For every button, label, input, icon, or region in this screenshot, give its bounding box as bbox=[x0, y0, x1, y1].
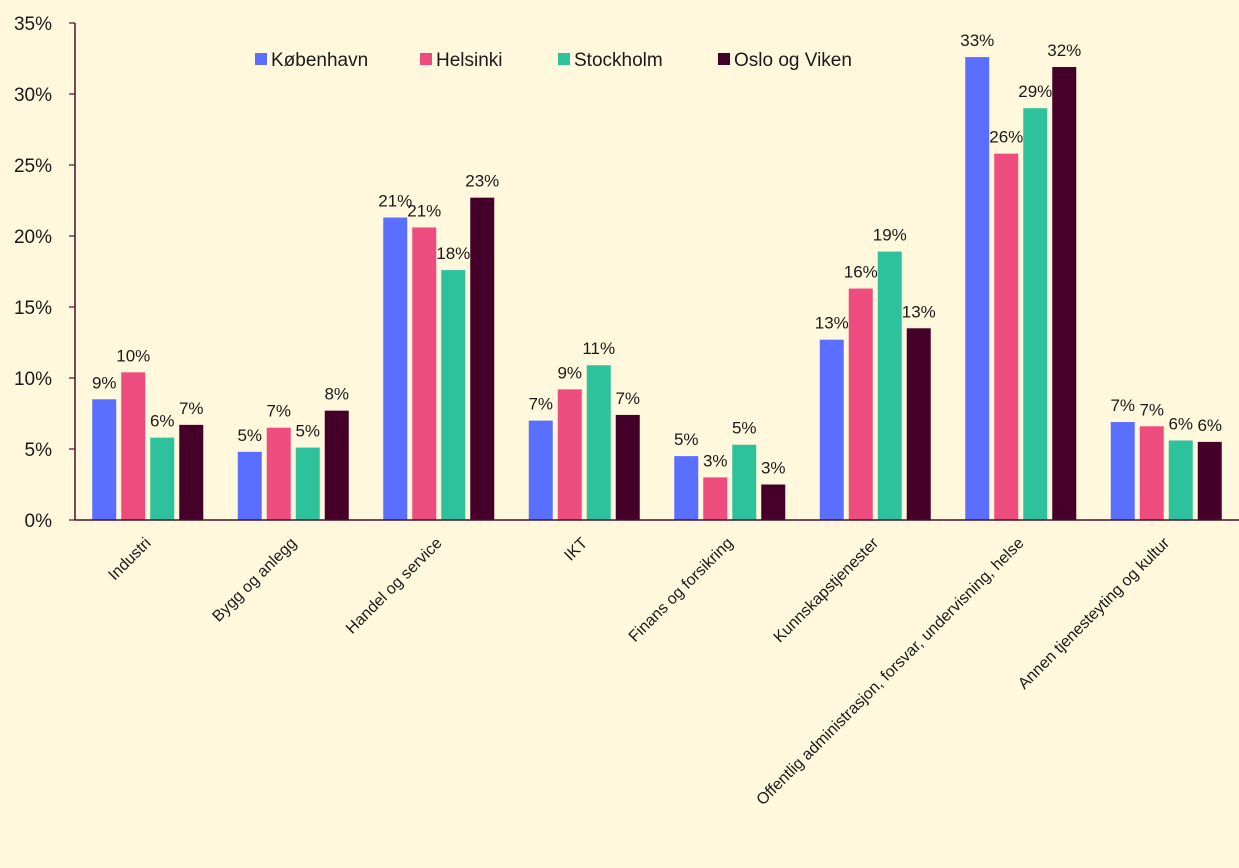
value-label: 26% bbox=[989, 128, 1023, 147]
legend-item-stockholm: Stockholm bbox=[558, 50, 663, 71]
bar-helsinki-ikt bbox=[557, 389, 582, 520]
legend-swatch bbox=[255, 53, 267, 65]
value-label: 13% bbox=[902, 302, 936, 321]
value-label: 7% bbox=[179, 399, 204, 418]
bar-kobenhavn-industri bbox=[92, 399, 117, 520]
x-category-label-annen-tjenesteyting-og-kultur: Annen tjenesteyting og kultur bbox=[1015, 534, 1173, 692]
value-label: 6% bbox=[1197, 416, 1222, 435]
bar-helsinki-bygg-og-anlegg bbox=[266, 427, 291, 520]
legend-label: Stockholm bbox=[574, 50, 663, 71]
y-tick-label: 10% bbox=[14, 369, 52, 390]
value-label: 6% bbox=[1168, 414, 1193, 433]
legend-item-kobenhavn: København bbox=[255, 50, 368, 71]
bar-oslo-og-viken-kunnskapstjenester bbox=[906, 328, 931, 520]
y-tick-label: 35% bbox=[14, 14, 52, 35]
value-label: 7% bbox=[1139, 400, 1164, 419]
bar-kobenhavn-handel-og-service bbox=[383, 217, 408, 521]
value-label: 13% bbox=[815, 314, 849, 333]
x-category-label-bygg-og-anlegg: Bygg og anlegg bbox=[209, 535, 300, 626]
y-tick-label: 20% bbox=[14, 227, 52, 248]
y-tick-label: 15% bbox=[14, 298, 52, 319]
y-tick-label: 30% bbox=[14, 85, 52, 106]
value-label: 5% bbox=[732, 419, 757, 438]
bar-oslo-og-viken-ikt bbox=[615, 414, 640, 520]
bar-stockholm-finans-og-forsikring bbox=[732, 444, 757, 520]
value-label: 21% bbox=[407, 201, 441, 220]
legend-label: København bbox=[271, 50, 368, 71]
value-label: 23% bbox=[465, 172, 499, 191]
bar-kobenhavn-offentlig-administrasjon-forsvar-undervisning-helse bbox=[965, 57, 990, 521]
x-category-label-finans-og-forsikring: Finans og forsikring bbox=[626, 535, 737, 646]
x-category-label-kunnskapstjenester: Kunnskapstjenester bbox=[771, 534, 883, 646]
value-label: 7% bbox=[1110, 396, 1135, 415]
value-label: 10% bbox=[116, 346, 150, 365]
bar-stockholm-ikt bbox=[586, 365, 611, 520]
bar-helsinki-offentlig-administrasjon-forsvar-undervisning-helse bbox=[994, 153, 1019, 520]
value-label: 19% bbox=[873, 226, 907, 245]
x-category-label-ikt: IKT bbox=[561, 535, 591, 565]
value-label: 33% bbox=[960, 31, 994, 50]
value-label: 8% bbox=[324, 385, 349, 404]
value-label: 16% bbox=[844, 263, 878, 282]
bar-kobenhavn-ikt bbox=[528, 420, 553, 520]
value-label: 5% bbox=[674, 430, 699, 449]
bar-oslo-og-viken-offentlig-administrasjon-forsvar-undervisning-helse bbox=[1052, 67, 1077, 521]
bar-oslo-og-viken-industri bbox=[179, 424, 204, 520]
value-label: 29% bbox=[1018, 82, 1052, 101]
bar-helsinki-annen-tjenesteyting-og-kultur bbox=[1139, 426, 1164, 520]
value-label: 6% bbox=[150, 412, 175, 431]
bar-helsinki-finans-og-forsikring bbox=[703, 477, 728, 520]
value-label: 7% bbox=[528, 395, 553, 414]
bar-oslo-og-viken-annen-tjenesteyting-og-kultur bbox=[1197, 441, 1222, 520]
legend-item-helsinki: Helsinki bbox=[420, 50, 503, 71]
bar-stockholm-annen-tjenesteyting-og-kultur bbox=[1168, 440, 1193, 520]
bars bbox=[92, 57, 1222, 521]
y-axis: 0% 5% 10% 15% 20% 25% 30% 35% bbox=[14, 14, 76, 532]
legend-swatch bbox=[718, 53, 730, 65]
legend-swatch bbox=[420, 53, 432, 65]
value-label: 3% bbox=[761, 459, 786, 478]
value-label: 21% bbox=[378, 192, 412, 211]
bar-oslo-og-viken-bygg-og-anlegg bbox=[324, 410, 349, 520]
x-axis: Industri Bygg og anlegg Handel og service I… bbox=[75, 519, 1239, 809]
value-label: 5% bbox=[295, 422, 320, 441]
bar-kobenhavn-bygg-og-anlegg bbox=[237, 451, 262, 520]
value-label: 9% bbox=[557, 363, 582, 382]
legend-label: Oslo og Viken bbox=[734, 50, 852, 71]
bar-kobenhavn-annen-tjenesteyting-og-kultur bbox=[1110, 422, 1135, 520]
bar-kobenhavn-finans-og-forsikring bbox=[674, 456, 699, 520]
bar-stockholm-handel-og-service bbox=[441, 270, 466, 520]
bar-oslo-og-viken-finans-og-forsikring bbox=[761, 484, 786, 520]
x-category-label-handel-og-service: Handel og service bbox=[343, 535, 446, 638]
bar-helsinki-industri bbox=[121, 372, 146, 520]
value-label: 32% bbox=[1047, 41, 1081, 60]
bar-helsinki-kunnskapstjenester bbox=[848, 288, 873, 520]
y-tick-label: 0% bbox=[25, 511, 53, 532]
value-label: 7% bbox=[615, 389, 640, 408]
legend-item-oslo-og-viken: Oslo og Viken bbox=[718, 50, 852, 71]
bar-oslo-og-viken-handel-og-service bbox=[470, 197, 495, 520]
value-label: 3% bbox=[703, 451, 728, 470]
x-category-label-industri: Industri bbox=[105, 535, 154, 584]
bar-stockholm-offentlig-administrasjon-forsvar-undervisning-helse bbox=[1023, 108, 1048, 520]
x-category-label-offentlig-administrasjon-forsvar-undervisning-helse: Offentlig administrasjon, forsvar, under… bbox=[754, 535, 1028, 809]
value-labels: 9%10%6%7%5%7%5%8%21%21%18%23%7%9%11%7%5%… bbox=[92, 31, 1222, 477]
bar-kobenhavn-kunnskapstjenester bbox=[819, 339, 844, 520]
legend-label: Helsinki bbox=[436, 50, 503, 71]
value-label: 18% bbox=[436, 244, 470, 263]
legend: København Helsinki Stockholm Oslo og Viken bbox=[255, 50, 852, 71]
bar-stockholm-kunnskapstjenester bbox=[877, 251, 902, 520]
value-label: 7% bbox=[266, 402, 291, 421]
value-label: 11% bbox=[582, 339, 615, 358]
legend-swatch bbox=[558, 53, 570, 65]
bar-stockholm-industri bbox=[150, 437, 175, 520]
y-tick-label: 25% bbox=[14, 156, 52, 177]
value-label: 5% bbox=[237, 426, 262, 445]
value-label: 9% bbox=[92, 373, 117, 392]
bar-helsinki-handel-og-service bbox=[412, 227, 437, 521]
y-tick-label: 5% bbox=[25, 440, 53, 461]
bar-stockholm-bygg-og-anlegg bbox=[295, 447, 320, 520]
